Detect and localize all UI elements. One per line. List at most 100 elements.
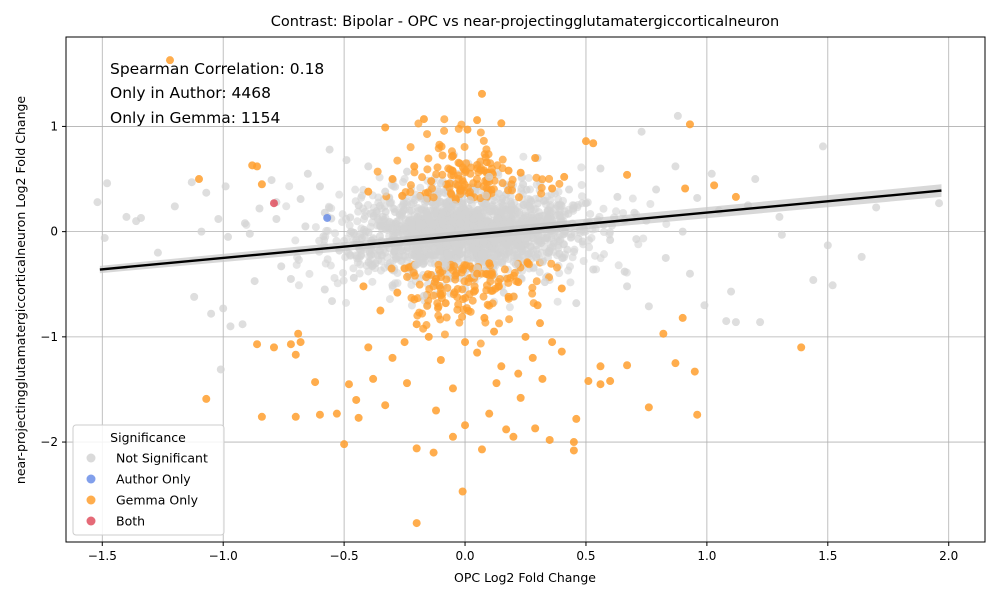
x-axis-label: OPC Log2 Fold Change [454,570,596,585]
point-gemma-only [569,438,578,447]
dense-point [541,236,550,245]
dense-point [354,207,363,216]
point-gemma-only [557,284,566,293]
dense-point [416,183,425,192]
dense-point [429,193,438,202]
point-gemma-only [533,301,542,310]
point-not-significant [255,204,264,213]
point-not-significant [589,265,598,274]
dense-point [628,194,637,203]
dense-point [436,315,445,324]
y-tick-label: −1 [40,330,58,344]
dense-point [494,277,503,286]
dense-point [639,234,648,243]
point-gemma-only [400,264,409,273]
dense-point [553,297,562,306]
point-gemma-only [352,395,361,404]
point-gemma-only [497,119,506,128]
dense-point [435,140,444,149]
dense-point [368,277,377,286]
point-not-significant [678,227,687,236]
x-tick-label: 0.5 [576,549,595,563]
dense-point [428,184,437,193]
dense-point [356,260,365,269]
dense-point [424,154,433,163]
legend: Significance Not Significant Author Only G… [72,424,225,536]
point-gemma-only [400,338,409,347]
point-not-significant [560,229,569,238]
point-gemma-only [291,412,300,421]
point-gemma-only [516,168,525,177]
dense-point [544,248,553,257]
plot-frame [65,36,986,543]
dense-point [532,277,541,286]
point-not-significant [623,282,632,291]
point-gemma-only [623,170,632,179]
point-gemma-only [606,377,615,386]
point-gemma-only [369,374,378,383]
point-gemma-only [536,319,545,328]
dense-point [372,207,381,216]
dense-point [342,298,351,307]
dense-point [555,179,564,188]
dense-point [389,182,398,191]
point-not-significant [371,259,380,268]
point-gemma-only [596,362,605,371]
dense-point [498,201,507,210]
dense-point [455,318,464,327]
dense-point [375,232,384,241]
point-gemma-only [296,338,305,347]
dense-point [363,201,372,210]
dense-point [554,195,563,204]
dense-point [498,164,507,173]
point-not-significant [187,178,196,187]
dense-point [477,220,486,229]
point-gemma-only [545,435,554,444]
point-not-significant [226,322,235,331]
point-not-significant [661,253,670,262]
dense-point [387,264,396,273]
point-not-significant [93,198,102,207]
regression-line [99,189,942,271]
point-gemma-only [364,187,373,196]
dense-point [462,159,471,168]
dense-point [577,163,586,172]
dense-point [305,269,314,278]
dense-point [339,276,348,285]
stats-annotations: Spearman Correlation: 0.18 Only in Autho… [110,60,324,127]
point-not-significant [240,219,249,228]
dense-point [569,203,578,212]
dense-point [632,235,641,244]
dense-point [409,268,418,277]
point-not-significant [277,262,286,271]
dense-point [527,197,536,206]
y-tick-label: 1 [50,119,58,133]
dense-point [479,237,488,246]
point-gemma-only [463,125,472,134]
dense-point [579,257,588,266]
dense-point [442,313,451,322]
annotation-spearman: Spearman Correlation: 0.18 [110,60,324,78]
point-gemma-only [315,410,324,419]
point-gemma-only [731,192,740,201]
point-not-significant [828,281,837,290]
dense-point [483,270,492,279]
dense-point [577,192,586,201]
dense-point [566,262,575,271]
point-gemma-only [538,374,547,383]
point-gemma-only [548,338,557,347]
point-gemma-only [516,393,525,402]
point-not-significant [170,202,179,211]
point-not-significant [388,281,397,290]
dense-point [453,206,462,215]
dense-point [457,212,466,221]
point-gemma-only [253,340,262,349]
point-gemma-only [364,343,373,352]
dense-point [460,180,469,189]
dense-point [524,173,533,182]
dense-point [557,201,566,210]
dense-point [466,307,475,316]
point-not-significant [526,242,535,251]
dense-point [364,228,373,237]
dense-point [451,271,460,280]
